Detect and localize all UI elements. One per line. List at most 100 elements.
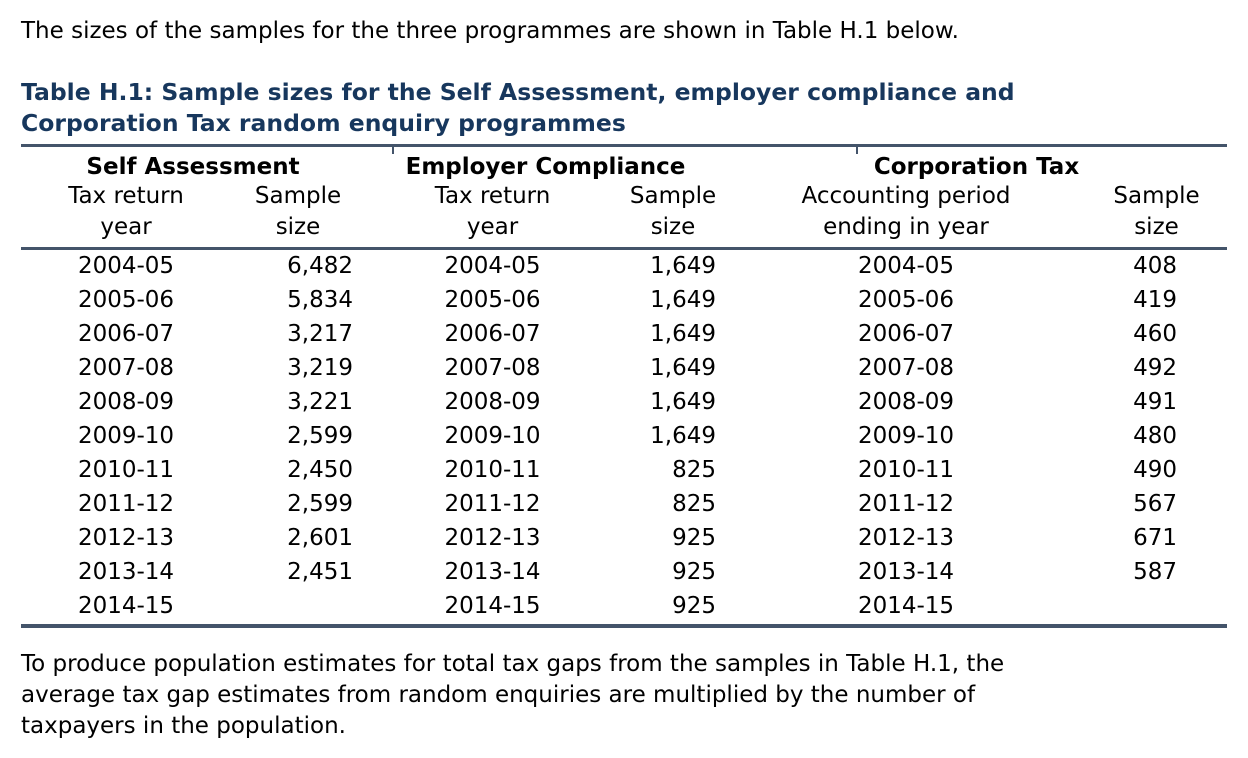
sa-sample-size-cell: 3,219 — [287, 355, 353, 381]
group-header-row: Self Assessment Employer Compliance Corp… — [21, 146, 1227, 182]
sa-tax-return-year-cell: 2004-05 — [77, 253, 175, 279]
sa-tax-return-year-cell: 2007-08 — [77, 355, 175, 381]
ec-tax-return-year-cell: 2010-11 — [444, 457, 541, 483]
sa-sample-size-cell: 3,221 — [287, 389, 353, 415]
column-header-text: size — [1134, 214, 1179, 240]
sa-tax-return-year-cell: 2010-11 — [77, 457, 175, 483]
ec-sample-size-cell: 1,649 — [650, 355, 716, 381]
ct-sample-size-cell: 587 — [1133, 559, 1178, 585]
ct-sample-size-cell: 671 — [1133, 525, 1178, 551]
sa-sample-size-cell: 2,599 — [287, 423, 353, 449]
ct-accounting-period-cell: 2014-15 — [857, 593, 955, 619]
sa-sample-size-cell: 2,450 — [287, 457, 353, 483]
ec-sample-size-cell: 1,649 — [650, 423, 716, 449]
sa-tax-return-year-cell: 2005-06 — [77, 287, 175, 313]
ct-accounting-period-cell: 2007-08 — [857, 355, 955, 381]
sa-tax-return-year-cell: 2006-07 — [77, 321, 175, 347]
ec-tax-return-year-cell: 2011-12 — [444, 491, 541, 517]
column-header-text: year — [466, 214, 519, 240]
column-header-text: Accounting period — [801, 183, 1011, 209]
ct-sample-size-cell: 567 — [1133, 491, 1178, 517]
ct-accounting-period-cell: 2013-14 — [857, 559, 955, 585]
column-group-separator-tick — [856, 144, 858, 154]
sa-tax-return-year-cell: 2011-12 — [77, 491, 175, 517]
sa-tax-return-year-cell: 2014-15 — [77, 593, 175, 619]
sa-sample-size-cell: 3,217 — [287, 321, 353, 347]
sa-sample-size-cell: 2,599 — [287, 491, 353, 517]
column-header-ec-sample-size: Sample size — [620, 181, 726, 249]
group-header-employer-compliance: Employer Compliance — [405, 154, 686, 180]
column-header-ct-sample-size: Sample size — [1086, 181, 1227, 249]
ct-sample-size-cell: 460 — [1133, 321, 1178, 347]
sa-tax-return-year-cell: 2013-14 — [77, 559, 175, 585]
ec-tax-return-year-cell: 2012-13 — [444, 525, 541, 551]
ct-accounting-period-cell: 2004-05 — [857, 253, 955, 279]
ec-sample-size-cell: 925 — [672, 525, 716, 551]
ec-sample-size-cell: 1,649 — [650, 389, 716, 415]
sample-sizes-table: Self Assessment Employer Compliance Corp… — [21, 144, 1228, 628]
closing-line-2: average tax gap estimates from random en… — [21, 682, 976, 708]
column-header-sa-sample-size: Sample size — [231, 181, 365, 249]
column-header-text: Sample — [629, 183, 717, 209]
ct-sample-size-cell: 492 — [1133, 355, 1178, 381]
ct-accounting-period-cell: 2006-07 — [857, 321, 955, 347]
closing-line-1: To produce population estimates for tota… — [21, 651, 1005, 677]
ct-accounting-period-cell: 2008-09 — [857, 389, 955, 415]
ec-tax-return-year-cell: 2005-06 — [444, 287, 541, 313]
ct-accounting-period-cell: 2010-11 — [857, 457, 955, 483]
ec-sample-size-cell: 925 — [672, 559, 716, 585]
table-row: 2010-11 2,450 2010-11 825 2010-11 490 — [21, 454, 1227, 488]
ec-tax-return-year-cell: 2006-07 — [444, 321, 541, 347]
sa-tax-return-year-cell: 2008-09 — [77, 389, 175, 415]
ec-sample-size-cell: 1,649 — [650, 287, 716, 313]
table-body: 2004-05 6,482 2004-05 1,649 2004-05 408 2005-0… — [21, 249, 1227, 627]
table-row: 2011-12 2,599 2011-12 825 2011-12 567 — [21, 488, 1227, 522]
sa-tax-return-year-cell: 2012-13 — [77, 525, 175, 551]
column-header-sa-tax-return-year: Tax return year — [21, 181, 231, 249]
closing-paragraph: To produce population estimates for tota… — [21, 649, 1227, 742]
ct-sample-size-cell: 491 — [1133, 389, 1178, 415]
ec-tax-return-year-cell: 2007-08 — [444, 355, 541, 381]
column-header-text: Tax return — [68, 183, 184, 209]
ec-sample-size-cell: 1,649 — [650, 253, 716, 279]
ec-tax-return-year-cell: 2009-10 — [444, 423, 541, 449]
table-row: 2007-08 3,219 2007-08 1,649 2007-08 492 — [21, 352, 1227, 386]
table-row: 2013-14 2,451 2013-14 925 2013-14 587 — [21, 556, 1227, 590]
ct-accounting-period-cell: 2012-13 — [857, 525, 955, 551]
table-title-line-1: Table H.1: Sample sizes for the Self Ass… — [21, 78, 1015, 106]
ct-accounting-period-cell: 2011-12 — [857, 491, 955, 517]
ct-sample-size-cell — [1086, 590, 1227, 626]
table-row: 2005-06 5,834 2005-06 1,649 2005-06 419 — [21, 284, 1227, 318]
ec-sample-size-cell: 825 — [672, 457, 716, 483]
ct-sample-size-cell: 490 — [1133, 457, 1178, 483]
ec-sample-size-cell: 1,649 — [650, 321, 716, 347]
column-group-separator-tick — [392, 144, 394, 154]
ec-tax-return-year-cell: 2004-05 — [444, 253, 541, 279]
ec-tax-return-year-cell: 2014-15 — [444, 593, 541, 619]
closing-line-3: taxpayers in the population. — [21, 713, 346, 739]
intro-paragraph: The sizes of the samples for the three p… — [21, 18, 959, 44]
ec-sample-size-cell: 925 — [672, 593, 716, 619]
sa-sample-size-cell: 2,601 — [287, 525, 353, 551]
column-header-ec-tax-return-year: Tax return year — [365, 181, 620, 249]
sa-sample-size-cell: 5,834 — [287, 287, 353, 313]
table-title-line-2: Corporation Tax random enquiry programme… — [21, 109, 626, 137]
column-header-text: ending in year — [823, 214, 989, 240]
ct-accounting-period-cell: 2005-06 — [857, 287, 955, 313]
ec-tax-return-year-cell: 2013-14 — [444, 559, 541, 585]
group-header-self-assessment: Self Assessment — [86, 154, 300, 180]
ec-sample-size-cell: 825 — [672, 491, 716, 517]
table-row: 2008-09 3,221 2008-09 1,649 2008-09 491 — [21, 386, 1227, 420]
sa-tax-return-year-cell: 2009-10 — [77, 423, 175, 449]
ct-accounting-period-cell: 2009-10 — [857, 423, 955, 449]
ct-sample-size-cell: 419 — [1133, 287, 1178, 313]
ec-tax-return-year-cell: 2008-09 — [444, 389, 541, 415]
column-header-text: size — [650, 214, 696, 240]
table-row: 2009-10 2,599 2009-10 1,649 2009-10 480 — [21, 420, 1227, 454]
column-header-text: Sample — [254, 183, 342, 209]
group-header-corporation-tax: Corporation Tax — [873, 154, 1080, 180]
table-title: Table H.1: Sample sizes for the Self Ass… — [21, 77, 1227, 139]
column-header-ct-accounting-period: Accounting period ending in year — [726, 181, 1086, 249]
sa-sample-size-cell: 2,451 — [287, 559, 353, 585]
